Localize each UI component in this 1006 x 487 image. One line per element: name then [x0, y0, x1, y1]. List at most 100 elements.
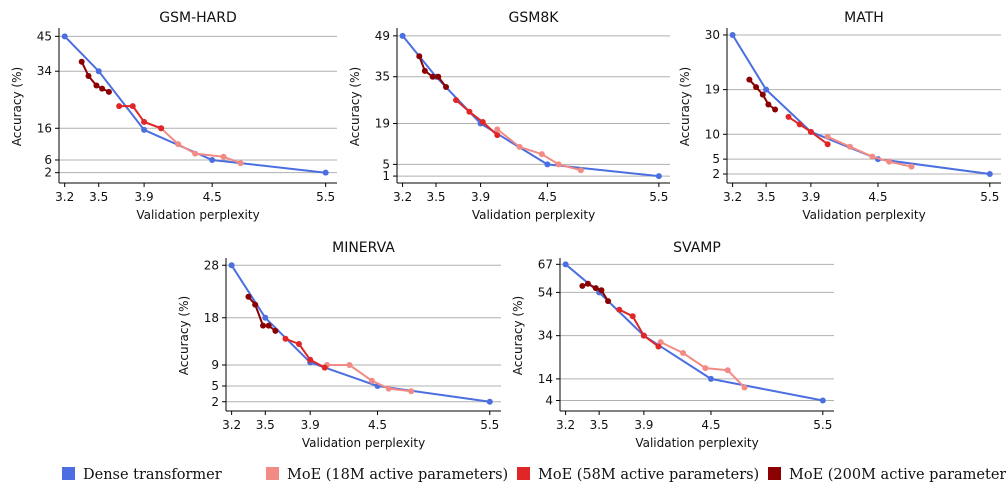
- y-tick-label: 34: [37, 64, 52, 78]
- data-point-moe200: [429, 73, 436, 80]
- data-point-moe58: [321, 364, 328, 371]
- chart-title: MINERVA: [332, 240, 395, 256]
- x-tick-label: 3.5: [426, 190, 445, 204]
- data-point-moe18: [494, 126, 501, 133]
- data-point-moe18: [408, 388, 415, 395]
- x-tick-label: 3.9: [301, 418, 320, 432]
- data-point-dense: [655, 173, 662, 180]
- data-point-moe58: [307, 356, 314, 363]
- data-point-dense: [763, 86, 770, 93]
- chart-panel-gsm8k: 15 19 35 49 3.2 3.5 3.9 4.5 5.5 GSM8K Validation p…: [348, 10, 670, 222]
- y-tick-label: 19: [705, 83, 720, 97]
- x-tick-label: 4.5: [203, 190, 222, 204]
- data-point-moe200: [105, 88, 112, 95]
- data-point-moe200: [272, 327, 279, 334]
- x-tick-label: 3.9: [135, 190, 154, 204]
- chart-title: GSM-HARD: [159, 10, 236, 26]
- data-point-moe200: [85, 72, 92, 79]
- data-point-moe18: [847, 143, 854, 150]
- data-point-moe200: [765, 101, 772, 108]
- x-tick-label: 3.5: [89, 190, 108, 204]
- x-tick-label: 4.5: [368, 418, 387, 432]
- y-tick-label: 35: [375, 70, 390, 84]
- y-tick-label: 9: [211, 358, 219, 372]
- data-point-moe200: [584, 280, 591, 287]
- series-line-moe58: [455, 99, 498, 136]
- legend-swatch: [62, 467, 75, 480]
- y-tick-label: 2: [44, 166, 52, 180]
- data-point-moe58: [116, 103, 123, 110]
- chart-title: MATH: [844, 10, 884, 26]
- x-tick-label: 5.5: [813, 418, 832, 432]
- legend-swatch: [266, 467, 279, 480]
- data-point-moe18: [824, 133, 831, 140]
- data-point-moe18: [516, 143, 523, 150]
- data-point-moe58: [824, 141, 831, 148]
- data-point-dense: [141, 126, 148, 133]
- x-tick-label: 3.9: [471, 190, 490, 204]
- series-line-moe58: [787, 116, 829, 146]
- data-point-moe200: [772, 106, 779, 113]
- y-tick-label: 34: [538, 329, 553, 343]
- x-axis-label: Validation perplexity: [472, 208, 595, 222]
- y-axis-label: Accuracy (%): [678, 67, 692, 146]
- data-point-moe18: [220, 153, 227, 160]
- data-point-dense: [544, 161, 551, 168]
- y-tick-label: 67: [538, 257, 553, 271]
- series-line-dense: [401, 35, 660, 178]
- data-point-moe200: [753, 84, 760, 91]
- y-tick-label: 18: [204, 311, 219, 325]
- data-point-moe58: [141, 118, 148, 125]
- data-point-dense: [486, 398, 493, 405]
- y-tick-label: 30: [705, 28, 720, 42]
- x-tick-label: 3.2: [723, 190, 742, 204]
- data-point-moe18: [702, 365, 709, 372]
- data-point-dense: [729, 31, 736, 38]
- y-tick-label: 5: [211, 379, 219, 393]
- data-point-dense: [819, 397, 826, 404]
- data-point-dense: [262, 314, 269, 321]
- y-axis-label: Accuracy (%): [177, 296, 191, 375]
- data-point-moe200: [99, 85, 106, 92]
- data-point-moe200: [260, 322, 267, 329]
- series-line-moe58: [119, 105, 162, 130]
- data-point-moe58: [616, 306, 623, 313]
- data-point-moe18: [555, 161, 562, 168]
- data-point-dense: [707, 375, 714, 382]
- x-tick-label: 3.2: [55, 190, 74, 204]
- y-tick-label: 1: [382, 169, 390, 183]
- y-tick-label: 28: [204, 258, 219, 272]
- data-point-moe200: [592, 285, 599, 292]
- x-tick-label: 4.5: [701, 418, 720, 432]
- data-point-moe58: [629, 313, 636, 320]
- data-point-moe18: [538, 151, 545, 158]
- x-tick-label: 3.2: [222, 418, 241, 432]
- series-line-moe58: [285, 337, 326, 369]
- chart-panel-math: 25 10 19 30 3.2 3.5 3.9 4.5 5.5 MATH Validation pe…: [678, 10, 1001, 222]
- chart-title: SVAMP: [673, 240, 721, 256]
- data-point-moe58: [453, 97, 460, 104]
- legend-item-moe58: MoE (58M active parameters): [517, 467, 759, 483]
- data-point-dense: [228, 262, 235, 269]
- data-point-moe58: [295, 341, 302, 347]
- x-tick-label: 5.5: [649, 190, 668, 204]
- series-line-moe18: [660, 341, 746, 389]
- data-point-moe18: [237, 160, 244, 167]
- x-tick-label: 3.2: [556, 418, 575, 432]
- legend: Dense transformer MoE (18M active paramet…: [62, 467, 1006, 483]
- data-point-moe200: [252, 301, 259, 308]
- series-line-moe18: [327, 364, 412, 393]
- x-tick-label: 3.5: [590, 418, 609, 432]
- data-point-moe200: [746, 76, 753, 83]
- data-point-moe18: [724, 367, 731, 374]
- data-point-moe200: [78, 58, 85, 65]
- data-point-moe18: [908, 163, 915, 170]
- data-point-moe200: [579, 282, 586, 289]
- legend-label: MoE (58M active parameters): [538, 467, 759, 483]
- chart-title: GSM8K: [509, 10, 560, 26]
- y-axis-label: Accuracy (%): [348, 67, 362, 146]
- y-tick-label: 19: [375, 116, 390, 130]
- data-point-moe200: [605, 298, 612, 305]
- data-point-moe200: [416, 53, 423, 60]
